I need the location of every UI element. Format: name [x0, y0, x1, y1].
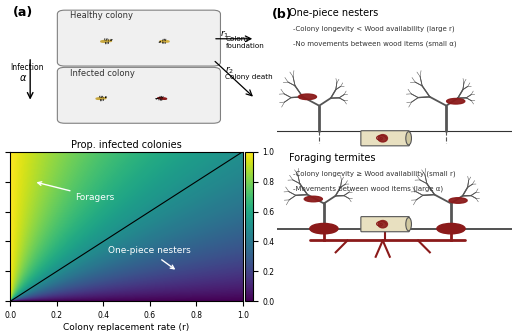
Text: -Colony longevity ≥ Wood availability (small r): -Colony longevity ≥ Wood availability (s… — [293, 171, 456, 177]
Ellipse shape — [437, 223, 465, 234]
Ellipse shape — [109, 40, 111, 41]
Ellipse shape — [449, 198, 467, 203]
Text: $r_2$: $r_2$ — [225, 65, 235, 76]
Text: -Movements between wood items (large α): -Movements between wood items (large α) — [293, 186, 444, 192]
Ellipse shape — [406, 217, 411, 231]
Ellipse shape — [378, 220, 387, 228]
X-axis label: Colony replacement rate (r): Colony replacement rate (r) — [63, 323, 190, 331]
Text: One-piece nesters: One-piece nesters — [108, 246, 191, 269]
Title: Prop. infected colonies: Prop. infected colonies — [71, 140, 182, 150]
Ellipse shape — [101, 40, 108, 42]
Text: Colony death: Colony death — [225, 74, 273, 80]
Ellipse shape — [298, 94, 317, 100]
Text: (b): (b) — [272, 8, 293, 21]
Ellipse shape — [447, 99, 465, 104]
Text: -Colony longevity < Wood availability (large r): -Colony longevity < Wood availability (l… — [293, 26, 455, 32]
Text: $r_1$: $r_1$ — [220, 28, 230, 40]
Text: Infection: Infection — [10, 64, 44, 72]
Ellipse shape — [102, 98, 105, 99]
Text: Healthy colony: Healthy colony — [70, 12, 133, 21]
Ellipse shape — [96, 98, 102, 99]
Ellipse shape — [163, 41, 169, 42]
FancyBboxPatch shape — [361, 131, 409, 146]
Ellipse shape — [159, 98, 162, 99]
Text: One-piece nesters: One-piece nesters — [289, 8, 378, 18]
Ellipse shape — [406, 132, 411, 145]
Text: Foraging termites: Foraging termites — [289, 153, 375, 163]
Ellipse shape — [161, 98, 166, 99]
Text: -No movements between wood items (small α): -No movements between wood items (small … — [293, 40, 457, 47]
Text: (a): (a) — [13, 6, 33, 19]
Ellipse shape — [304, 196, 322, 202]
Ellipse shape — [378, 135, 387, 142]
FancyBboxPatch shape — [57, 10, 220, 66]
Text: $\alpha$: $\alpha$ — [19, 72, 28, 82]
Text: Colony
foundation: Colony foundation — [225, 36, 264, 49]
FancyBboxPatch shape — [57, 68, 220, 123]
Ellipse shape — [158, 98, 160, 99]
Text: Foragers: Foragers — [38, 182, 115, 202]
Ellipse shape — [160, 41, 162, 42]
Text: Infected colony: Infected colony — [70, 69, 135, 78]
Ellipse shape — [104, 98, 106, 99]
Ellipse shape — [161, 41, 164, 42]
FancyBboxPatch shape — [361, 216, 409, 232]
Ellipse shape — [107, 40, 110, 42]
Ellipse shape — [310, 223, 338, 234]
